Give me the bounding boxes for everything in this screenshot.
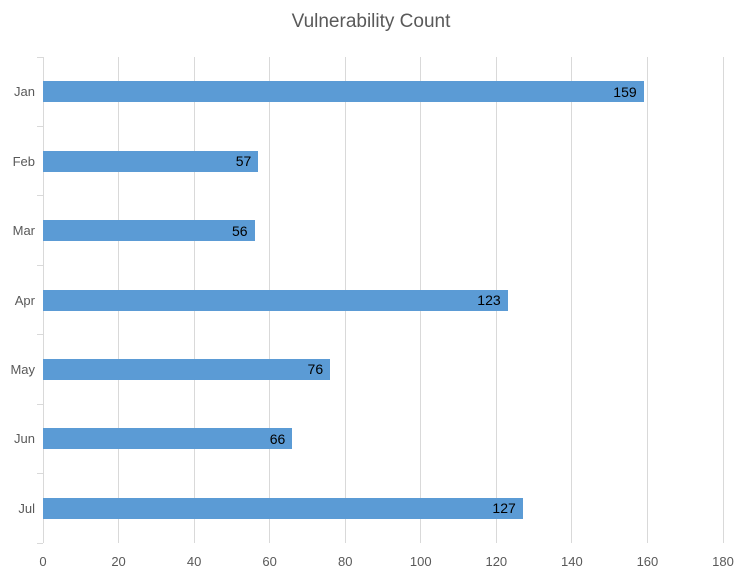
category-axis-tick (36, 334, 43, 336)
category-label: Mar (12, 223, 35, 239)
category-axis-tick (36, 403, 43, 405)
category-label: Jun (14, 431, 35, 447)
category-axis-tick (36, 473, 43, 475)
category-label: Apr (14, 292, 35, 308)
category-label: May (10, 361, 35, 377)
category-axis-tick (36, 125, 43, 127)
x-axis-tick-label: 0 (39, 554, 47, 569)
x-axis-tick-label: 140 (561, 554, 583, 569)
category-axis-tick (36, 56, 43, 58)
bar (43, 150, 259, 172)
bar (43, 497, 523, 519)
bar-value-label: 57 (235, 153, 252, 170)
bar (43, 358, 331, 380)
category-label: Feb (12, 153, 35, 169)
bar-value-label: 56 (231, 222, 248, 239)
bar-value-label: 123 (477, 292, 501, 308)
x-axis-tick-label: 80 (337, 554, 353, 569)
x-axis-tick-label: 120 (485, 554, 508, 569)
category-label: Jan (14, 84, 35, 100)
category-axis-tick (36, 542, 43, 544)
bar-value-label: 159 (613, 83, 637, 100)
gridline (571, 57, 573, 543)
bar (43, 289, 508, 311)
category-axis-tick (36, 195, 43, 197)
gridline (646, 57, 648, 543)
bar-value-label: 66 (269, 430, 286, 447)
chart-title: Vulnerability Count (291, 11, 451, 32)
bar (43, 220, 255, 242)
bar-value-label: 127 (492, 500, 516, 517)
bar (43, 81, 644, 103)
gridline (722, 57, 724, 543)
x-axis-tick-label: 20 (111, 554, 126, 569)
bar (43, 428, 293, 450)
x-axis-tick-label: 100 (409, 554, 432, 569)
x-axis-tick-label: 160 (636, 554, 659, 569)
bar-value-label: 76 (307, 361, 324, 378)
x-axis-tick-label: 40 (186, 554, 202, 569)
category-axis-tick (36, 264, 43, 266)
x-axis-tick-label: 60 (262, 554, 277, 569)
x-axis-tick-label: 180 (712, 554, 734, 569)
category-label: Jul (18, 500, 35, 516)
